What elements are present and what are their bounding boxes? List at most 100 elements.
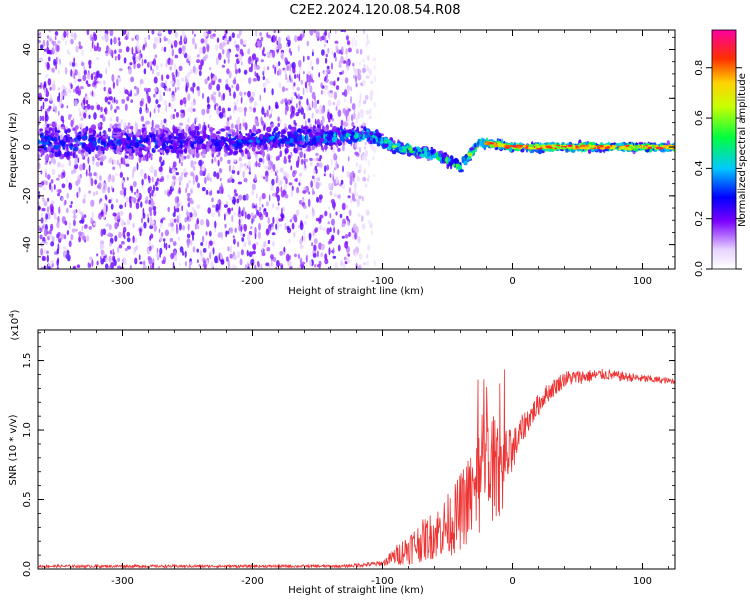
spectrogram-noise-cell xyxy=(93,34,97,41)
spectrogram-signal-cell xyxy=(314,134,319,137)
spectrogram-noise-cell xyxy=(65,67,68,74)
spectrogram-noise-cell xyxy=(110,262,114,269)
spectrogram-noise-cell xyxy=(105,53,108,57)
spectrogram-noise-cell xyxy=(60,164,64,168)
spectrogram-noise-cell xyxy=(359,61,361,66)
spectrogram-signal-cell xyxy=(281,129,286,134)
spectrogram-noise-cell xyxy=(197,86,200,91)
spectrogram-noise-cell xyxy=(88,262,90,268)
spectrogram-noise-cell xyxy=(197,205,201,209)
spectrogram-noise-cell xyxy=(82,214,84,219)
spectrogram-noise-cell xyxy=(86,80,89,84)
spectrogram-noise-cell xyxy=(347,258,350,264)
spectrogram-noise-cell xyxy=(220,178,222,182)
spectrogram-noise-cell xyxy=(232,32,235,38)
spectrogram-signal-cell xyxy=(95,154,100,157)
spectrogram-signal-cell xyxy=(97,151,102,154)
spectrogram-signal-cell xyxy=(83,128,87,133)
spectrogram-noise-cell xyxy=(168,245,170,249)
spectrogram-noise-cell xyxy=(97,104,101,110)
spectrogram-noise-cell xyxy=(308,201,311,208)
spectrogram-noise-cell xyxy=(331,62,333,69)
spectrogram-noise-cell xyxy=(169,66,171,70)
spectrogram-signal-cell xyxy=(89,135,95,140)
spectrogram-noise-cell xyxy=(190,189,192,193)
spectrogram-noise-cell xyxy=(111,175,115,183)
spectrogram-signal-cell xyxy=(186,140,189,146)
spectrogram-noise-cell xyxy=(87,157,89,164)
spectrogram-noise-cell xyxy=(154,77,158,84)
spectrogram-signal-cell xyxy=(388,141,393,147)
spectrogram-noise-cell xyxy=(179,263,181,266)
spectrogram-noise-cell xyxy=(359,98,361,102)
spectrogram-noise-cell xyxy=(105,107,108,115)
spectrogram-noise-cell xyxy=(41,213,43,217)
spectrogram-noise-cell xyxy=(104,212,106,219)
spectrogram-noise-cell xyxy=(127,177,129,181)
spectrogram-noise-cell xyxy=(259,32,262,36)
spectrogram-signal-cell xyxy=(384,144,389,148)
spectrogram-noise-cell xyxy=(126,196,129,204)
spectrogram-noise-cell xyxy=(127,218,130,225)
spectrogram-noise-cell xyxy=(69,205,72,208)
spectrogram-noise-cell xyxy=(69,222,71,229)
spectrogram-noise-cell xyxy=(45,172,47,178)
spectrogram-noise-cell xyxy=(217,160,219,167)
spectrogram-noise-cell xyxy=(276,178,278,183)
spectrogram-noise-cell xyxy=(100,107,103,112)
spectrogram-noise-cell xyxy=(312,176,315,180)
spectrogram-noise-cell xyxy=(352,177,354,182)
spectrogram-noise-cell xyxy=(105,196,107,200)
spectrogram-noise-cell xyxy=(255,177,257,182)
spectrogram-noise-cell xyxy=(67,254,71,261)
spectrogram-noise-cell xyxy=(225,230,227,237)
spectrogram-noise-cell xyxy=(300,245,304,249)
spectrogram-signal-cell xyxy=(432,154,438,158)
spectrogram-noise-cell xyxy=(259,207,261,212)
spectrogram-noise-cell xyxy=(86,100,88,105)
spectrogram-noise-cell xyxy=(146,103,148,110)
spectrogram-noise-cell xyxy=(355,250,359,253)
spectrogram-noise-cell xyxy=(309,260,312,267)
spectrogram-noise-cell xyxy=(261,252,265,256)
spectrogram-noise-cell xyxy=(356,49,359,54)
spectrogram-noise-cell xyxy=(303,88,305,96)
spectrogram-noise-cell xyxy=(360,49,363,55)
spectrogram-noise-cell xyxy=(67,230,69,235)
spectrogram-noise-cell xyxy=(367,55,369,61)
spectrogram-noise-cell xyxy=(239,163,243,168)
spectrogram-noise-cell xyxy=(223,93,225,101)
spectrogram-noise-cell xyxy=(44,201,48,207)
spectrogram-noise-cell xyxy=(78,71,81,79)
spectrogram-noise-cell xyxy=(114,97,116,103)
spectrogram-noise-cell xyxy=(110,104,112,110)
spectrogram-noise-cell xyxy=(240,39,243,45)
spectrogram-noise-cell xyxy=(324,254,327,260)
spectrogram-noise-cell xyxy=(122,158,125,165)
spectrogram-noise-cell xyxy=(240,259,243,266)
spectrogram-noise-cell xyxy=(82,236,86,241)
spectrogram-noise-cell xyxy=(296,209,299,215)
spectrogram-signal-cell xyxy=(270,136,274,140)
spectrogram-signal-cell xyxy=(392,145,397,148)
spectrogram-noise-cell xyxy=(354,182,357,189)
spectrogram-noise-cell xyxy=(254,214,256,218)
spectrogram-noise-cell xyxy=(162,160,164,166)
spectrogram-noise-cell xyxy=(298,182,300,185)
spectrogram-noise-cell xyxy=(354,232,356,239)
spectrogram-noise-cell xyxy=(70,39,74,45)
spectrogram-noise-cell xyxy=(91,73,94,80)
spectrogram-noise-cell xyxy=(170,59,173,66)
spectrogram-noise-cell xyxy=(73,89,75,93)
spectrogram-noise-cell xyxy=(116,106,119,110)
spectrogram-noise-cell xyxy=(99,175,102,181)
spectrogram-noise-cell xyxy=(278,37,281,44)
spectrogram-noise-cell xyxy=(285,109,287,115)
spectrogram-noise-cell xyxy=(304,159,308,162)
spectrogram-noise-cell xyxy=(310,60,312,66)
spectrogram-noise-cell xyxy=(130,99,133,103)
spectrogram-noise-cell xyxy=(325,76,327,81)
spectrogram-noise-cell xyxy=(263,157,265,164)
spectrogram-noise-cell xyxy=(143,261,145,266)
spectrogram-noise-cell xyxy=(88,190,91,193)
